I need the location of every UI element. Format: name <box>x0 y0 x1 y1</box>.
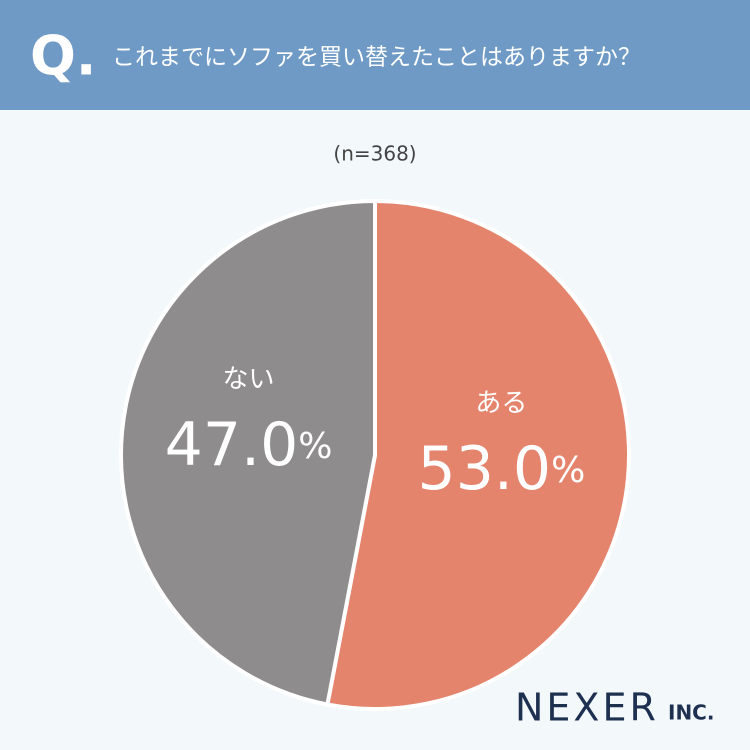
pie-slice <box>119 198 377 707</box>
logo-suffix: INC. <box>668 701 714 725</box>
question-text: これまでにソファを買い替えたことはありますか？ <box>112 45 641 71</box>
slice-value-label: 47.0% <box>165 410 333 480</box>
slice-category-label: ある <box>475 388 527 418</box>
chart-subtitle: (n=368) <box>333 142 416 166</box>
question-marker: Q. <box>30 25 96 88</box>
slice-value-label: 53.0% <box>418 434 586 504</box>
pie-slice <box>325 198 631 711</box>
header-band <box>0 0 750 110</box>
slice-category-label: ない <box>223 365 275 395</box>
pie: ある 53.0% ない 47.0% <box>119 198 631 711</box>
logo-name: NEXER <box>515 686 659 730</box>
value-unit: % <box>298 426 332 467</box>
value-number: 47.0 <box>165 410 299 480</box>
value-unit: % <box>551 450 585 491</box>
value-number: 53.0 <box>418 434 552 504</box>
